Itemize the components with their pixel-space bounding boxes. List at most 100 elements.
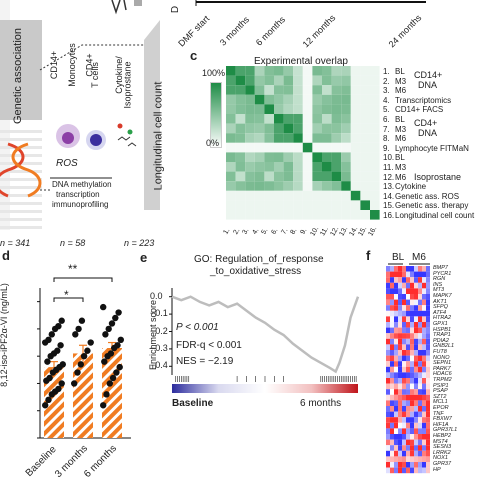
gene-cell <box>426 467 430 474</box>
gene-cell <box>386 411 390 418</box>
gene-cell <box>410 333 414 339</box>
panel-label-e: e <box>140 250 148 265</box>
heatmap-cell <box>302 85 313 95</box>
gene-cell <box>390 400 394 406</box>
gene-cell <box>426 355 430 362</box>
gene-cell <box>406 439 410 446</box>
gene-label: BMP7 <box>433 265 448 271</box>
heatmap-cell <box>322 66 332 76</box>
gene-cell <box>398 445 402 451</box>
gene-cell <box>398 467 402 474</box>
scale-min: 0% <box>206 138 220 148</box>
heatmap-row-label: M3 <box>395 124 407 134</box>
gene-cell <box>402 366 406 373</box>
gene-cell <box>414 294 418 300</box>
gene-cell <box>418 344 422 350</box>
heatmap-cell <box>360 85 370 95</box>
gene-cell <box>426 411 430 418</box>
gene-cell <box>414 361 418 367</box>
heatmap-cell <box>322 133 332 143</box>
heatmap-cell <box>370 181 380 191</box>
heatmap-cell <box>235 66 246 76</box>
gene-cell <box>414 316 418 322</box>
sig-star-1: * <box>64 288 69 302</box>
heatmap-row-label: BL <box>395 67 405 76</box>
data-point <box>78 317 86 324</box>
gene-cell <box>386 294 390 300</box>
gene-cell <box>390 327 394 334</box>
heatmap-cell <box>312 171 322 182</box>
gene-cell <box>422 310 426 317</box>
gene-cell <box>386 316 390 322</box>
gene-cell <box>394 350 398 356</box>
heatmap-cell <box>226 133 236 143</box>
heatmap-cell <box>264 75 274 86</box>
gene-cell <box>406 372 410 378</box>
heatmap-cell <box>370 200 380 210</box>
heatmap-cell <box>264 171 274 182</box>
heatmap-row-number: 14. <box>383 191 395 201</box>
gene-cell <box>386 266 390 272</box>
heatmap-cell <box>312 133 322 143</box>
gene-cell <box>422 406 426 412</box>
heatmap-cell <box>293 200 303 210</box>
heatmap-cell <box>264 114 274 124</box>
gene-label: RGN <box>433 276 446 283</box>
heatmap-cell <box>245 171 255 182</box>
heatmap-cell <box>235 181 246 191</box>
heatmap-cell <box>226 181 236 191</box>
gene-cell <box>390 344 394 350</box>
gene-cell <box>406 361 410 367</box>
heatmap-cell <box>350 171 361 182</box>
heatmap-cell <box>370 171 380 182</box>
gene-cell <box>406 383 410 390</box>
heatmap-cell <box>302 190 313 201</box>
gene-cell <box>418 462 422 468</box>
gene-cell <box>398 389 402 395</box>
heatmap-row-number: 3. <box>383 86 390 96</box>
heatmap-cell <box>331 171 342 182</box>
scale-max: 100% <box>202 68 226 78</box>
gene-cell <box>394 310 398 317</box>
gene-cell <box>394 288 398 294</box>
heatmap-cell <box>322 152 332 162</box>
gene-cell <box>386 282 390 289</box>
gene-cell <box>414 355 418 362</box>
heatmap-cell <box>254 123 265 134</box>
gene-cell <box>410 445 414 451</box>
heatmap-cell <box>331 75 342 86</box>
gene-cell <box>410 355 414 362</box>
heatmap-cell <box>302 75 313 86</box>
n-341: n = 341 <box>0 238 31 248</box>
heatmap-cell <box>264 133 274 143</box>
gene-cell <box>386 434 390 440</box>
heatmap-cell <box>283 133 294 143</box>
gene-cell <box>406 394 410 401</box>
heatmap-cell <box>360 200 370 210</box>
heatmap-cell <box>350 190 361 201</box>
gene-cell <box>426 462 430 468</box>
gene-label: HTRA2 <box>433 315 452 322</box>
gene-label: GPX1 <box>433 321 448 327</box>
gene-label: MAPK7 <box>433 293 452 299</box>
heatmap-row-label: Longitudinal cell count <box>395 211 475 220</box>
heatmap-cell <box>302 94 313 105</box>
heatmap-cell <box>350 152 361 162</box>
heatmap-cell <box>302 123 313 134</box>
sig-star-2: ** <box>68 262 78 276</box>
heatmap-cell <box>235 114 246 124</box>
heatmap-cell <box>293 133 303 143</box>
gsea-title-1: GO: Regulation_of_response <box>194 254 324 265</box>
gene-label: HIF1A <box>433 421 449 428</box>
heatmap-cell <box>360 66 370 76</box>
gene-cell <box>398 294 402 300</box>
heatmap-cell <box>293 114 303 124</box>
gene-cell <box>418 366 422 373</box>
gene-cell <box>410 383 414 390</box>
gene-cell <box>410 434 414 440</box>
gene-cell <box>418 467 422 474</box>
heatmap-cell <box>235 133 246 143</box>
heatmap-cell <box>302 181 313 191</box>
heatmap-cell <box>370 152 380 162</box>
heatmap-row-label: M3 <box>395 163 407 172</box>
